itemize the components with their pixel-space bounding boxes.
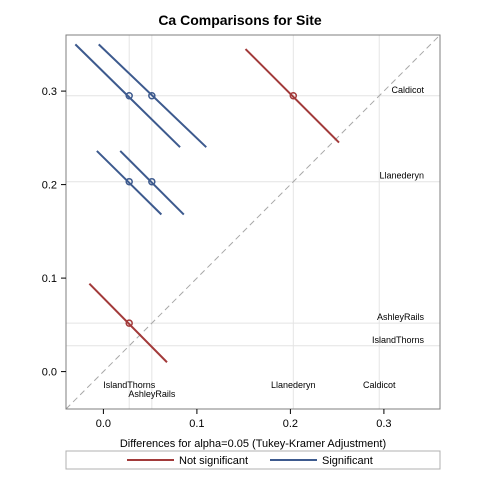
legend-box bbox=[65, 450, 441, 470]
comparison-segment-not-significant bbox=[244, 48, 340, 144]
chart-title: Ca Comparisons for Site bbox=[158, 12, 322, 28]
bottom-level-annotation: Llanederyn bbox=[271, 380, 316, 390]
mean-markers bbox=[125, 92, 298, 327]
diagonal-reference-line bbox=[65, 34, 441, 410]
comparison-mean-marker bbox=[148, 177, 156, 186]
comparison-mean-marker bbox=[125, 319, 133, 327]
comparison-mean-marker bbox=[148, 92, 156, 100]
legend-label-not-significant: Not significant bbox=[179, 455, 248, 467]
comparison-segment-significant bbox=[74, 43, 181, 148]
bottom-level-annotation: IslandThorns bbox=[103, 380, 156, 390]
comparison-segment-significant bbox=[119, 150, 185, 216]
x-axis: 0.0 0.1 0.2 0.3 bbox=[96, 409, 392, 430]
x-tick-label: 0.1 bbox=[189, 418, 204, 430]
legend-label-significant: Significant bbox=[322, 455, 373, 467]
y-axis: 0.0 0.1 0.2 0.3 bbox=[42, 86, 66, 379]
right-level-annotation: Caldicot bbox=[391, 85, 424, 95]
y-tick-label: 0.3 bbox=[42, 86, 57, 98]
y-tick-label: 0.2 bbox=[42, 180, 57, 192]
right-level-annotation: IslandThorns bbox=[372, 335, 425, 345]
legend: Not significant Significant bbox=[65, 450, 441, 470]
comparison-mean-marker bbox=[125, 92, 133, 100]
level-annotations: IslandThornsIslandThornsAshleyRailsAshle… bbox=[103, 85, 424, 399]
comparison-mean-marker bbox=[125, 177, 133, 186]
bottom-level-annotation: AshleyRails bbox=[128, 389, 176, 399]
comparison-mean-marker bbox=[289, 92, 298, 100]
x-tick-label: 0.0 bbox=[96, 418, 111, 430]
y-tick-label: 0.1 bbox=[42, 273, 57, 285]
plot-frame bbox=[65, 34, 441, 410]
chart-subtitle: Differences for alpha=0.05 (Tukey-Kramer… bbox=[120, 438, 386, 450]
comparison-segment-significant bbox=[98, 43, 207, 148]
comparison-segment-significant bbox=[96, 150, 163, 216]
right-level-annotation: Llanederyn bbox=[379, 171, 424, 181]
right-level-annotation: AshleyRails bbox=[377, 312, 425, 322]
comparison-segment-not-significant bbox=[88, 283, 168, 363]
x-tick-label: 0.2 bbox=[283, 418, 298, 430]
bottom-level-annotation: Caldicot bbox=[363, 380, 396, 390]
diagonal-layer bbox=[65, 34, 441, 410]
comparison-segments bbox=[74, 43, 340, 363]
y-tick-label: 0.0 bbox=[42, 367, 57, 379]
x-tick-label: 0.3 bbox=[376, 418, 391, 430]
